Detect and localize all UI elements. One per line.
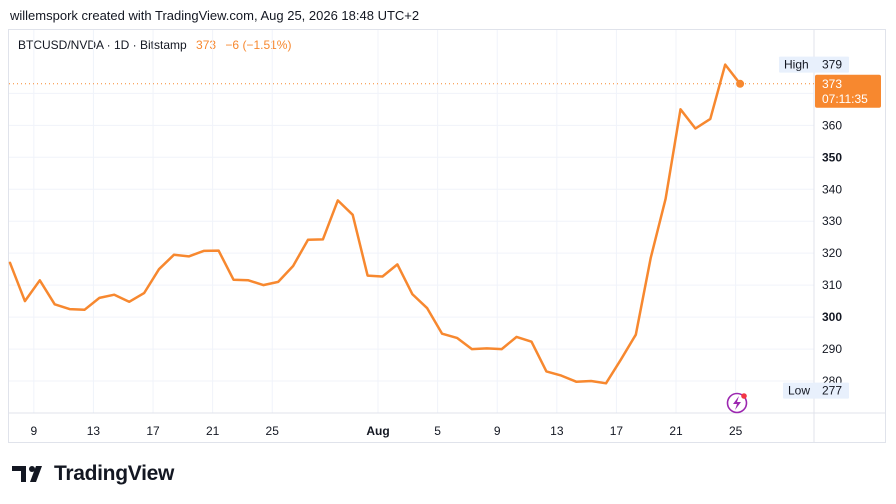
y-tick-label: 350 (822, 150, 842, 164)
x-tick-label: 13 (550, 424, 564, 438)
price-line (8, 63, 742, 385)
x-tick-label: 21 (206, 424, 220, 438)
high-label-bg (779, 56, 849, 73)
low-value: 277 (822, 384, 842, 398)
y-tick-label: 300 (822, 310, 842, 324)
high-value: 379 (822, 58, 842, 72)
chart-caption: willemspork created with TradingView.com… (10, 8, 420, 23)
low-label-bg (783, 382, 849, 399)
last-price-badge (815, 74, 881, 108)
price-change-label: −6 (−1.51%) (225, 38, 292, 52)
y-tick-label: 320 (822, 246, 842, 260)
y-tick-label: 340 (822, 182, 842, 196)
symbol-name: BTCUSD/NVDA · 1D · Bitstamp (18, 38, 187, 52)
last-price-label: 373 (196, 38, 217, 52)
symbol-legend[interactable]: BTCUSD/NVDA · 1D · Bitstamp 373 −6 (−1.5… (18, 38, 291, 52)
tradingview-logo-icon (12, 466, 42, 482)
x-tick-label: 9 (494, 424, 501, 438)
x-tick-label: 25 (729, 424, 743, 438)
y-tick-label: 360 (822, 118, 842, 132)
bar-countdown: 07:11:35 (822, 92, 868, 106)
y-tick-label: 310 (822, 278, 842, 292)
x-tick-label: 9 (30, 424, 37, 438)
tradingview-logo[interactable]: TradingView (12, 462, 174, 486)
last-price-value: 373 (822, 77, 842, 91)
y-tick-label: 290 (822, 342, 842, 356)
notification-dot-icon (741, 393, 747, 399)
x-tick-label: 17 (610, 424, 624, 438)
x-tick-label: 5 (434, 424, 441, 438)
x-tick-label: 25 (266, 424, 280, 438)
low-label: Low (788, 384, 810, 398)
x-tick-label: Aug (366, 424, 389, 438)
lightning-icon (733, 396, 741, 410)
x-tick-label: 17 (146, 424, 160, 438)
tradingview-wordmark: TradingView (54, 462, 175, 485)
x-tick-label: 13 (87, 424, 101, 438)
high-label: High (784, 58, 809, 72)
y-tick-label: 330 (822, 214, 842, 228)
chart-frame (8, 29, 886, 443)
x-tick-label: 21 (669, 424, 683, 438)
last-price-dot (736, 79, 745, 88)
